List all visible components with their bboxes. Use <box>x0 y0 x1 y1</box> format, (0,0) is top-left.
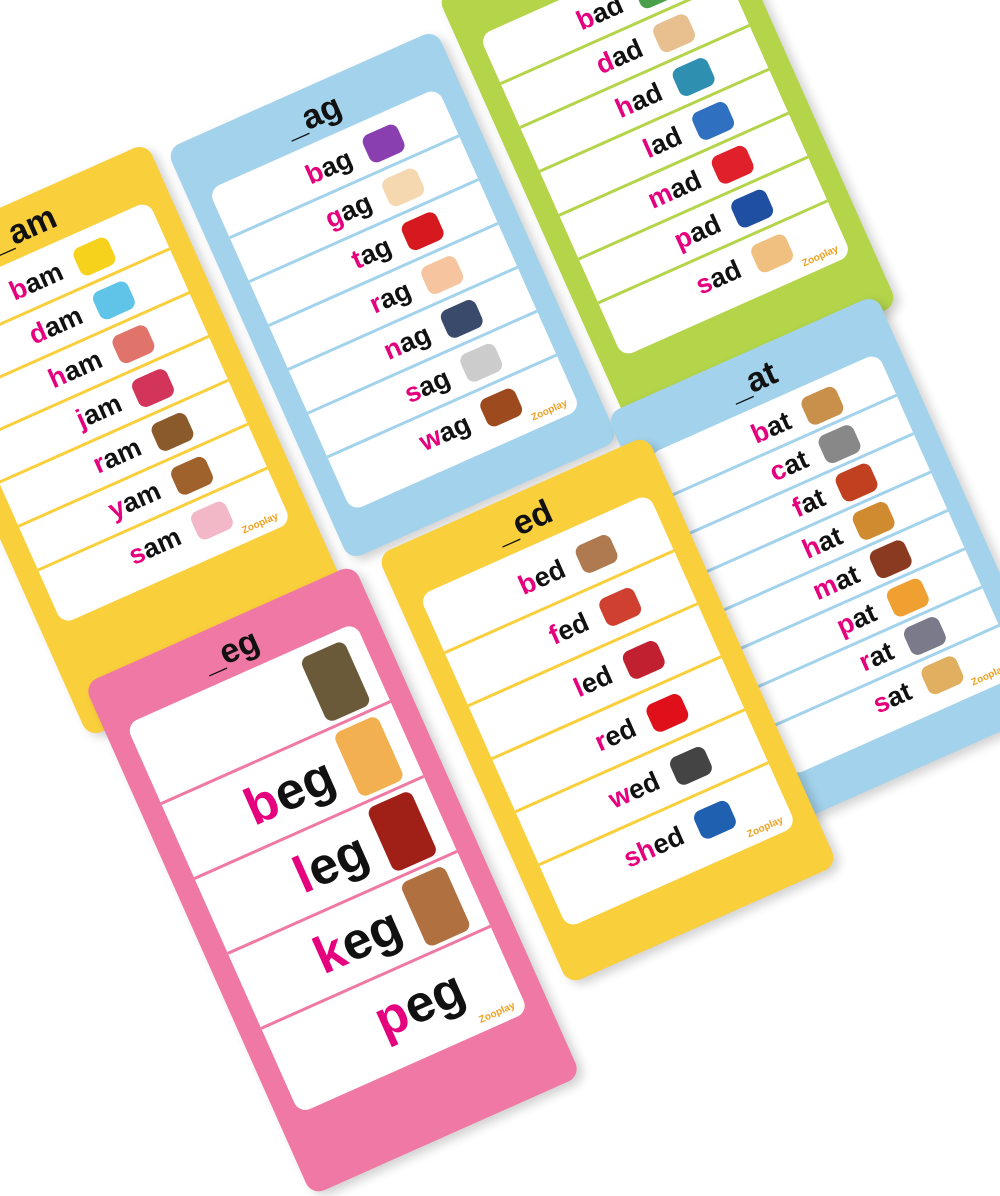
word <box>161 698 298 759</box>
fat-man-icon <box>832 460 880 504</box>
car-shed-icon <box>691 798 738 842</box>
leg-icon <box>332 714 405 798</box>
dog-wag-icon <box>477 386 525 430</box>
rag-cloth-icon <box>418 253 465 297</box>
cat-icon <box>815 422 863 466</box>
had-card-icon <box>669 55 717 99</box>
fed-birds-icon <box>596 585 643 629</box>
sat-person-icon <box>918 654 966 697</box>
ram-icon <box>148 410 196 454</box>
nagging-people-icon <box>437 297 485 341</box>
hat-icon <box>849 499 897 543</box>
wedding-couple-icon <box>666 744 714 788</box>
sad-boy-icon <box>748 232 796 276</box>
dad-icon <box>649 11 697 55</box>
red-splash-icon <box>643 691 691 735</box>
dam-icon <box>89 278 137 322</box>
sagging-line-icon <box>457 341 505 384</box>
bed-icon <box>572 532 620 576</box>
lad-icon <box>689 99 736 143</box>
clipboard-pad-icon <box>728 186 775 230</box>
mat-icon <box>866 537 914 581</box>
beggar-icon <box>298 639 372 724</box>
led-dancers-icon <box>619 638 667 682</box>
cricket-bat-icon <box>798 384 846 427</box>
gagging-baby-icon <box>379 165 426 209</box>
barrel-keg-icon <box>365 789 438 873</box>
shopping-bag-icon <box>359 121 407 165</box>
bam-burst-icon <box>70 234 118 278</box>
coat-peg-icon <box>398 864 472 948</box>
jam-jar-icon <box>128 366 176 410</box>
mad-face-icon <box>708 143 756 186</box>
rat-icon <box>900 614 948 658</box>
pat-cat-icon <box>883 575 931 619</box>
boy-sam-icon <box>188 499 235 543</box>
yam-icon <box>167 454 215 497</box>
ham-icon <box>109 322 157 366</box>
price-tag-icon <box>398 209 446 253</box>
